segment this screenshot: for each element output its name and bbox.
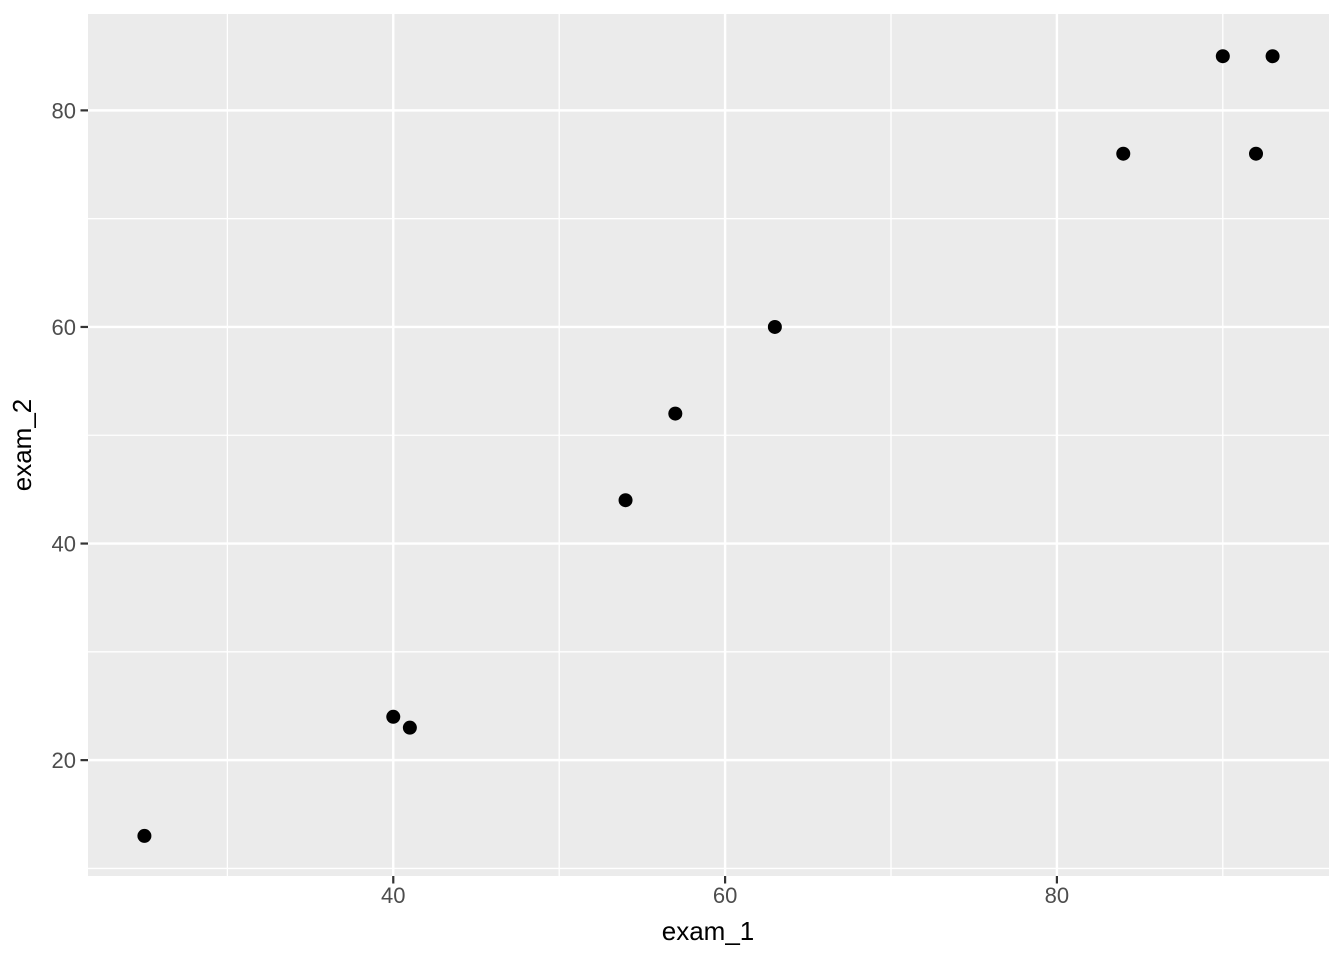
data-point xyxy=(668,406,683,421)
data-point xyxy=(1116,146,1131,161)
axis-tick-marks xyxy=(80,109,1059,884)
data-point xyxy=(137,828,152,843)
x-tick-label: 40 xyxy=(381,883,405,908)
data-point xyxy=(618,493,633,508)
axis-tick-labels: 40 60 80 20 40 60 80 xyxy=(52,98,1070,908)
x-tick-label: 80 xyxy=(1045,883,1069,908)
data-point xyxy=(402,720,417,735)
y-axis-title: exam_2 xyxy=(7,399,37,492)
gridlines-minor xyxy=(88,14,1329,876)
data-points xyxy=(137,49,1280,843)
x-tick-label: 60 xyxy=(713,883,737,908)
data-point xyxy=(1215,49,1230,64)
y-tick-label: 20 xyxy=(52,748,76,773)
data-point xyxy=(1249,146,1263,161)
y-tick-label: 60 xyxy=(52,315,76,340)
gridlines-major xyxy=(88,14,1329,876)
data-point xyxy=(767,319,782,334)
y-tick-label: 40 xyxy=(52,532,76,557)
y-tick-label: 80 xyxy=(52,98,76,123)
plot-panel xyxy=(88,14,1329,876)
data-point xyxy=(1265,49,1280,64)
x-axis-title: exam_1 xyxy=(662,916,755,946)
data-point xyxy=(386,709,401,724)
